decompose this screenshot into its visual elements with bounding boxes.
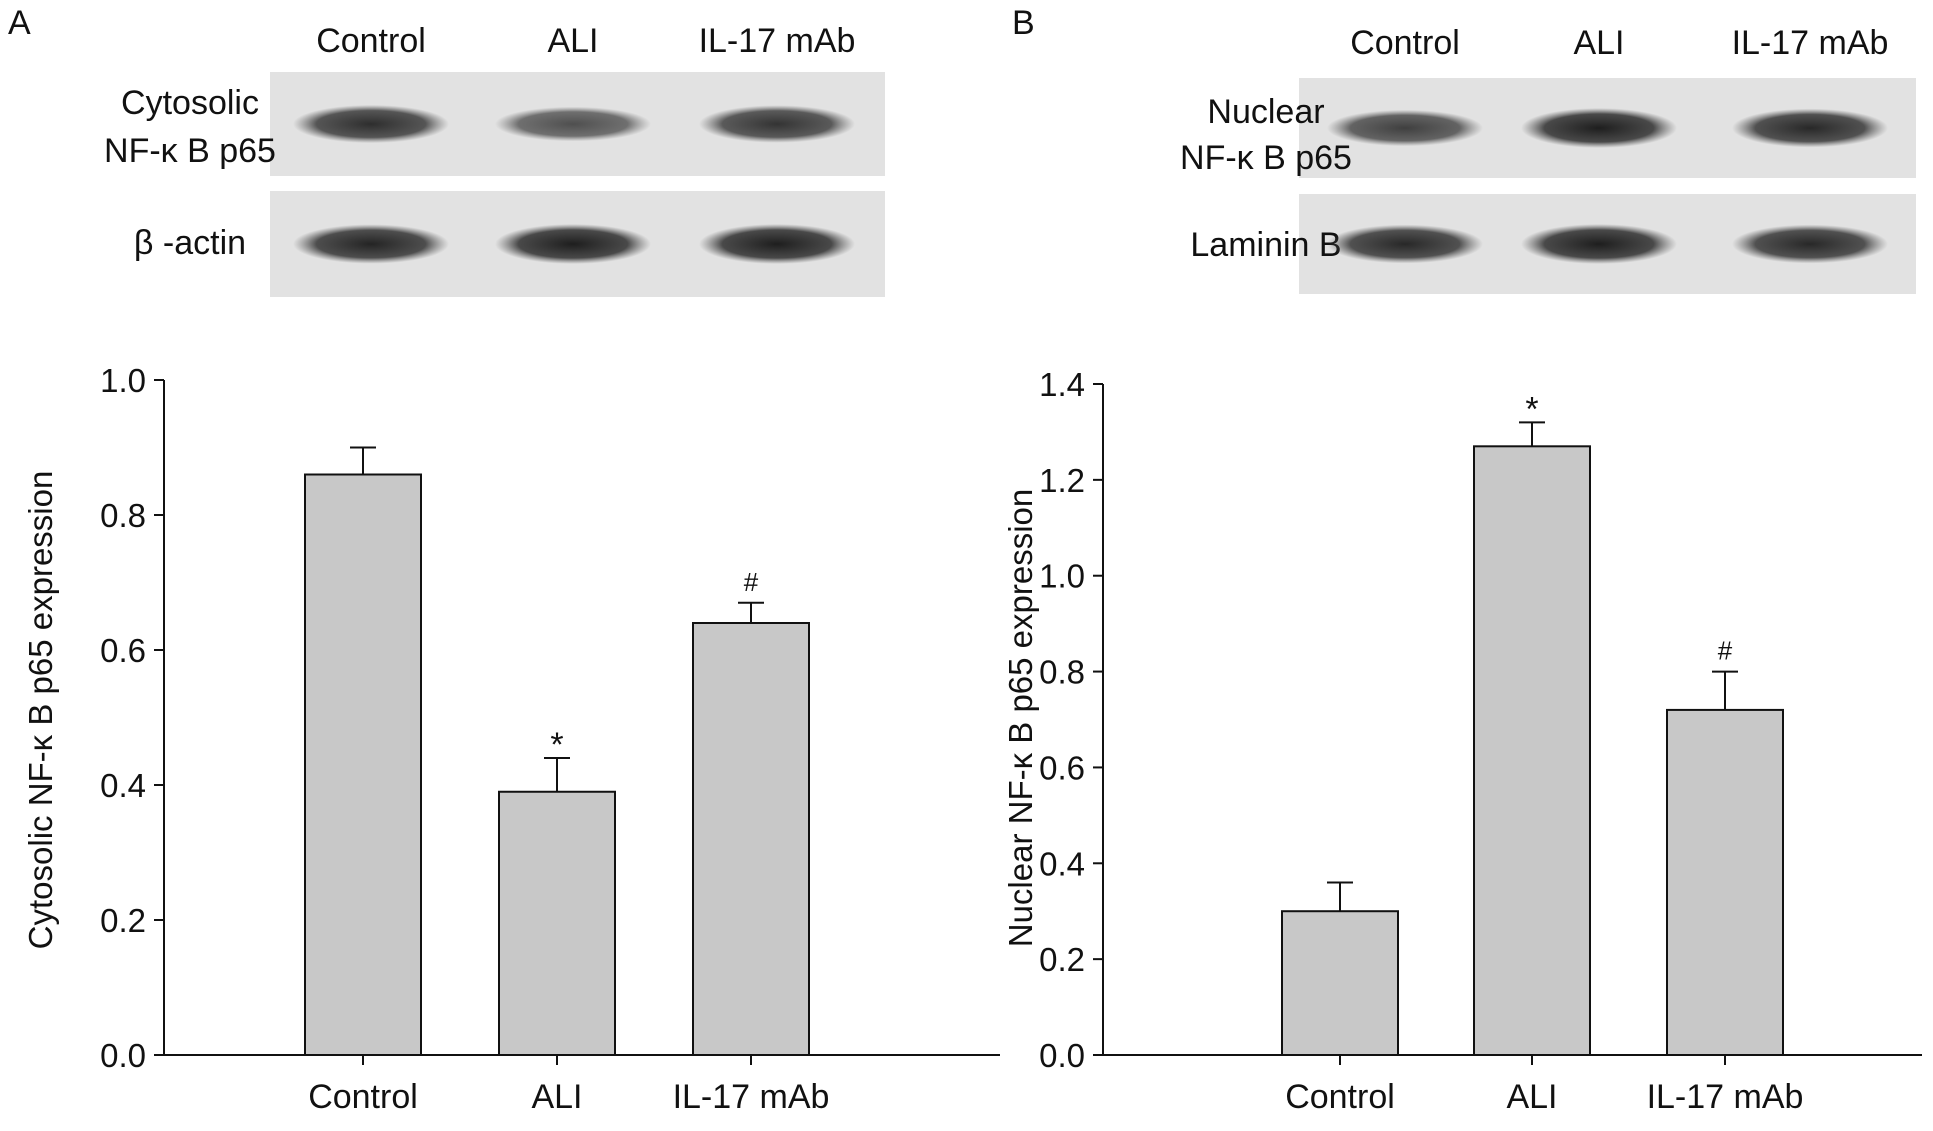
y-tick-label: 1.4 — [1039, 366, 1085, 403]
blot-band — [1521, 108, 1677, 148]
x-tick-label: ALI — [1506, 1078, 1557, 1116]
blot-band — [699, 105, 855, 143]
blot-band — [495, 106, 651, 142]
blot-band — [293, 224, 449, 264]
x-tick-label: Control — [308, 1078, 418, 1116]
blot-row-label: Laminin B — [1190, 226, 1341, 264]
blot-lane-label: ALI — [547, 22, 598, 60]
blot-row-label: β -actin — [134, 224, 246, 262]
x-tick-label: IL-17 mAb — [1647, 1078, 1804, 1116]
panel-a: A Control ALI IL-17 mAb Cytosolic NF-κ B p65… — [8, 4, 1000, 1116]
blot-row-label: Cytosolic — [121, 84, 259, 122]
x-tick-label: IL-17 mAb — [673, 1078, 830, 1116]
panel-b: B Control ALI IL-17 mAb Nuclear NF-κ B p65 La… — [1002, 4, 1922, 1116]
blot-band — [1327, 109, 1483, 147]
bar — [498, 790, 616, 1056]
bar — [1666, 708, 1784, 1057]
significance-mark: # — [1718, 636, 1733, 666]
y-tick-label: 0.4 — [1039, 845, 1085, 882]
y-tick-label: 0.0 — [1039, 1037, 1085, 1074]
y-tick-label: 0.6 — [100, 632, 146, 669]
blot-band — [1327, 224, 1483, 264]
y-axis-label: Nuclear NF-κ B p65 expression — [1002, 489, 1039, 948]
panel-a-letter: A — [8, 4, 31, 42]
blot-band — [1521, 224, 1677, 264]
panel-a-bar-chart: 0.0 0.2 0.4 0.6 0.8 1.0 Cytosolic NF-κ B p65 e… — [22, 362, 1000, 1116]
y-tick-label: 1.2 — [1039, 462, 1085, 499]
y-tick-label: 0.2 — [1039, 941, 1085, 978]
y-tick-label: 0.2 — [100, 902, 146, 939]
blot-lane-label: IL-17 mAb — [1732, 24, 1889, 62]
y-tick-label: 0.6 — [1039, 749, 1085, 786]
panel-a-western-blot: Control ALI IL-17 mAb Cytosolic NF-κ B p65 β … — [104, 22, 885, 297]
blot-band — [1732, 224, 1888, 264]
blot-band — [293, 104, 449, 144]
significance-mark: # — [744, 567, 759, 597]
blot-row-label: Nuclear — [1207, 93, 1324, 131]
y-tick-label: 0.8 — [1039, 654, 1085, 691]
bar — [692, 622, 810, 1056]
significance-mark: * — [550, 726, 563, 764]
blot-band — [495, 224, 651, 264]
blot-lane-label: Control — [316, 22, 426, 60]
blot-row-label: NF-κ B p65 — [104, 132, 276, 170]
panel-b-letter: B — [1012, 4, 1035, 42]
y-tick-label: 1.0 — [1039, 558, 1085, 595]
panel-b-western-blot: Control ALI IL-17 mAb Nuclear NF-κ B p65 Lami… — [1180, 24, 1916, 294]
bar — [1281, 910, 1399, 1057]
blot-band — [1732, 108, 1888, 148]
y-axis-label: Cytosolic NF-κ B p65 expression — [22, 471, 59, 950]
blot-lane-label: ALI — [1573, 24, 1624, 62]
blot-lane-label: IL-17 mAb — [699, 22, 856, 60]
x-tick-label: ALI — [531, 1078, 582, 1116]
blot-band — [699, 224, 855, 264]
panel-b-bar-chart: 0.0 0.2 0.4 0.6 0.8 1.0 1.2 1.4 Nuclear NF-κ B p… — [1002, 366, 1922, 1116]
y-tick-label: 0.0 — [100, 1037, 146, 1074]
bar — [1473, 445, 1591, 1056]
blot-row-label: NF-κ B p65 — [1180, 139, 1352, 177]
y-tick-label: 0.8 — [100, 497, 146, 534]
significance-mark: * — [1525, 390, 1538, 428]
y-tick-label: 1.0 — [100, 362, 146, 399]
bar — [304, 473, 422, 1056]
x-tick-label: Control — [1285, 1078, 1395, 1116]
blot-lane-label: Control — [1350, 24, 1460, 62]
y-tick-label: 0.4 — [100, 767, 146, 804]
